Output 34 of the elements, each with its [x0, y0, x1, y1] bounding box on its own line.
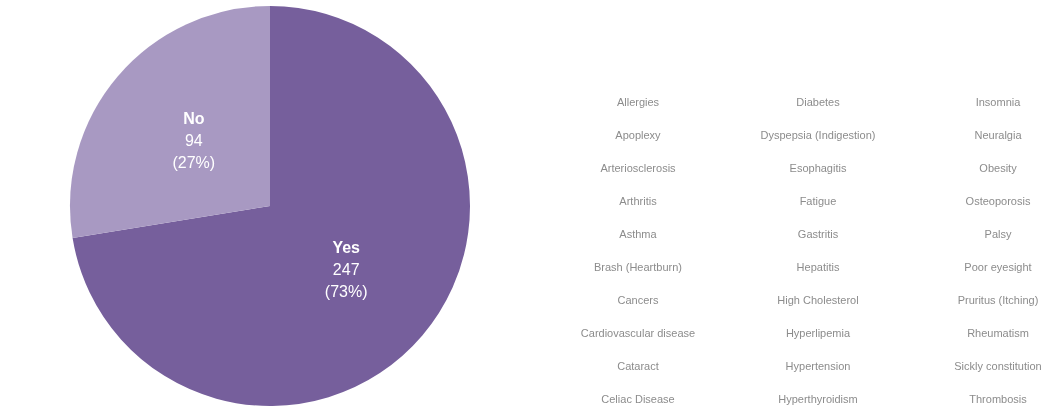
text: Dyspepsia (Indigestion) — [759, 128, 877, 143]
text: Insomnia — [974, 95, 1022, 110]
data-label: 94 (27%) — [172, 131, 216, 171]
text: Asthma — [618, 227, 658, 242]
text: Palsy — [983, 227, 1013, 242]
text: Hyperthyroidism — [777, 392, 859, 407]
text: Thrombosis — [968, 392, 1028, 407]
text: Pruritus (Itching) — [956, 293, 1040, 308]
text: Brash (Heartburn) — [592, 260, 683, 275]
text: Apoplexy — [614, 128, 662, 143]
text: Diabetes — [795, 95, 841, 110]
slice-label: Yes — [332, 239, 361, 257]
text: Sickly constitution — [953, 359, 1043, 374]
text: Arthritis — [618, 194, 658, 209]
text: Fatigue — [798, 194, 838, 209]
slice-label: No — [183, 109, 205, 127]
text: High Cholesterol — [776, 293, 860, 308]
text: Poor eyesight — [963, 260, 1033, 275]
data-label: 247 (73%) — [324, 261, 368, 301]
text: Esophagitis — [788, 161, 848, 176]
text: Cancers — [616, 293, 660, 308]
text: Celiac Disease — [600, 392, 676, 407]
text: Hepatitis — [795, 260, 841, 275]
text: Neuralgia — [973, 128, 1023, 143]
text: Allergies — [615, 95, 661, 110]
text: Cataract — [616, 359, 660, 374]
text: Obesity — [978, 161, 1018, 176]
text: Hyperlipemia — [784, 326, 852, 341]
text: Rheumatism — [966, 326, 1030, 341]
text: Hypertension — [784, 359, 852, 374]
text: Osteoporosis — [964, 194, 1032, 209]
text: Cardiovascular disease — [579, 326, 697, 341]
text: Gastritis — [796, 227, 840, 242]
text: Arteriosclerosis — [599, 161, 677, 176]
